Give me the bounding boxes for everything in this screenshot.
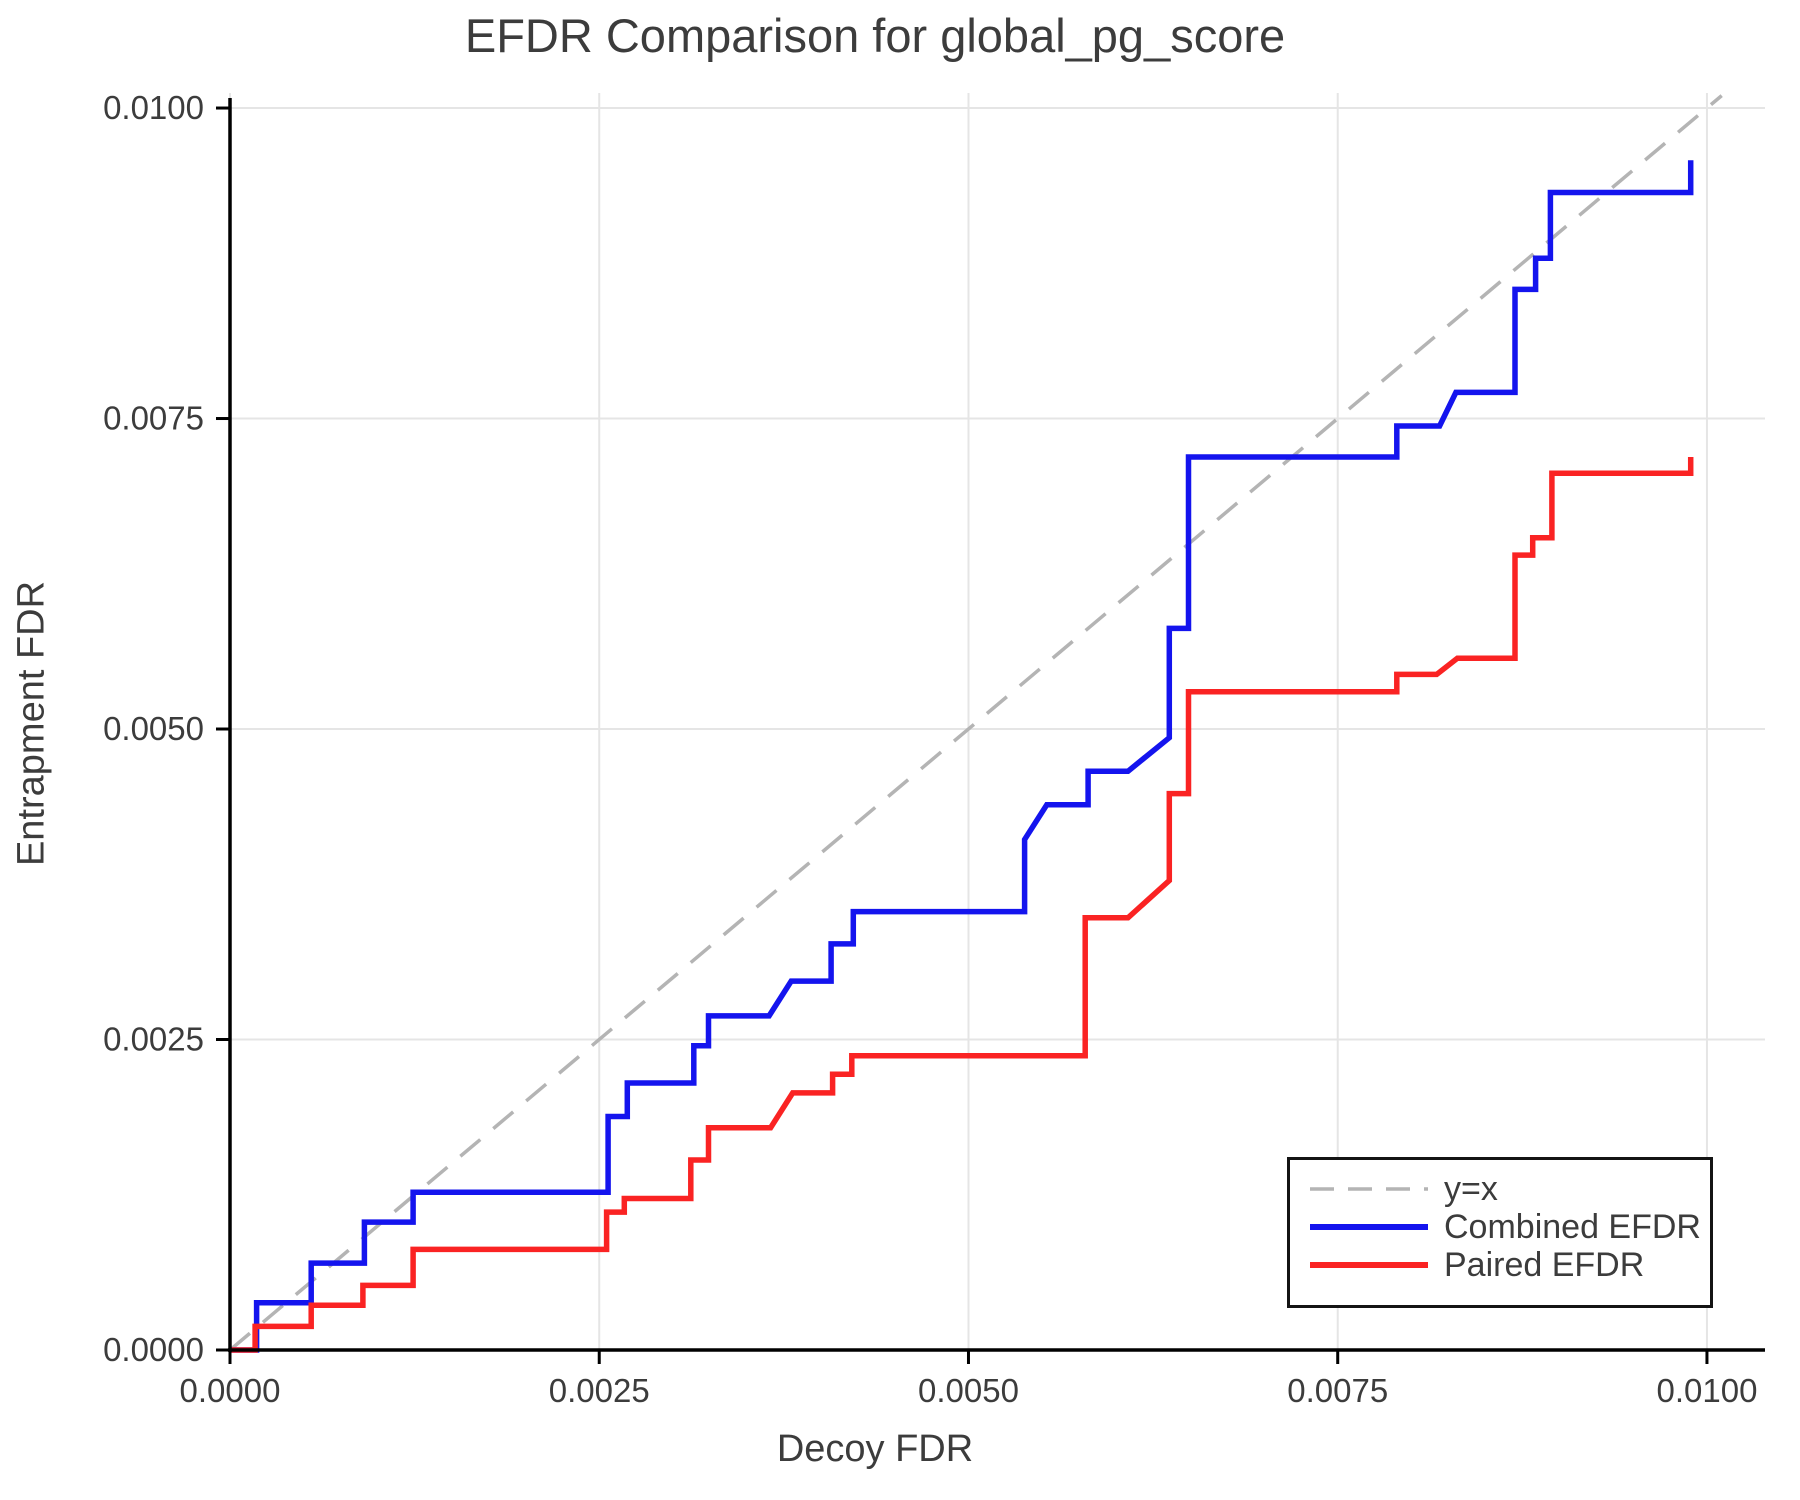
series-line-paired-efdr — [230, 457, 1694, 1353]
y-tick-label: 0.0000 — [103, 1331, 204, 1368]
legend: y=x Combined EFDR Paired EFDR — [1287, 1157, 1713, 1308]
x-tick-label: 0.0050 — [918, 1372, 1019, 1409]
legend-label-yx: y=x — [1444, 1170, 1498, 1208]
legend-line-combined — [1310, 1224, 1428, 1230]
x-tick-label: 0.0100 — [1656, 1372, 1757, 1409]
legend-label-paired: Paired EFDR — [1444, 1246, 1645, 1284]
series-line-y-x — [228, 94, 1723, 1352]
y-axis-label: Entrapment FDR — [10, 580, 53, 867]
series-line-combined-efdr — [230, 160, 1694, 1353]
y-tick-label: 0.0025 — [103, 1021, 204, 1058]
legend-label-combined: Combined EFDR — [1444, 1208, 1701, 1246]
x-tick-label: 0.0025 — [549, 1372, 650, 1409]
legend-item-combined: Combined EFDR — [1310, 1208, 1710, 1246]
y-tick-label: 0.0100 — [103, 89, 204, 126]
y-tick-label: 0.0075 — [103, 400, 204, 437]
legend-line-paired — [1310, 1262, 1428, 1268]
legend-line-dashed — [1310, 1187, 1428, 1191]
x-tick-label: 0.0000 — [180, 1372, 281, 1409]
legend-item-yx: y=x — [1310, 1170, 1710, 1208]
chart-title: EFDR Comparison for global_pg_score — [464, 9, 1286, 62]
y-tick-label: 0.0050 — [103, 710, 204, 747]
legend-item-paired: Paired EFDR — [1310, 1246, 1710, 1284]
x-tick-label: 0.0075 — [1287, 1372, 1388, 1409]
x-axis-label: Decoy FDR — [776, 1428, 974, 1470]
